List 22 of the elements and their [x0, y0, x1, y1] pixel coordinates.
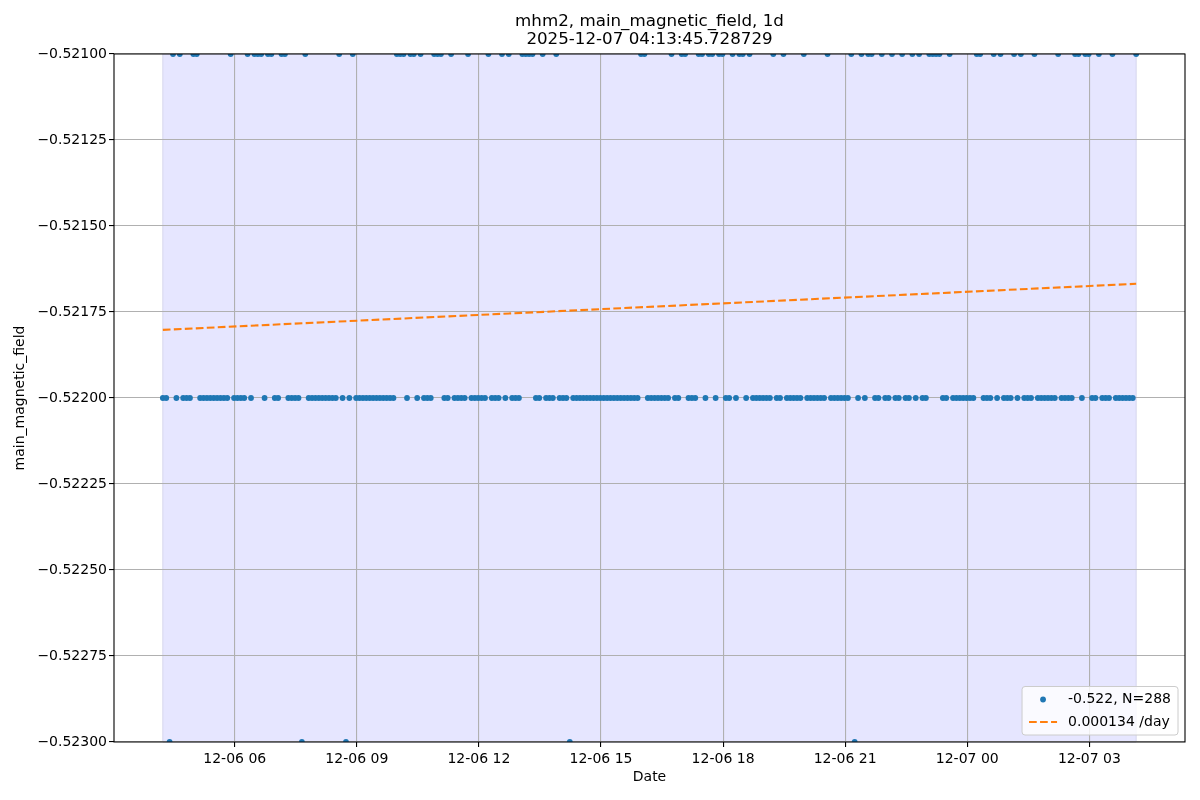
y-tick-label: −0.52175 [37, 302, 107, 319]
y-tick-label: −0.52275 [37, 646, 107, 663]
x-axis-title: Date [632, 768, 667, 785]
y-tick-label: −0.52100 [37, 44, 107, 61]
x-tick-label: 12-06 06 [203, 750, 267, 767]
x-tick-label: 12-06 09 [325, 750, 389, 767]
x-tick-label: 12-06 15 [569, 750, 633, 767]
x-tick-label: 12-07 00 [935, 750, 999, 767]
y-tick-label: −0.52250 [37, 560, 107, 577]
y-tick-label: −0.52125 [37, 130, 107, 147]
x-tick-label: 12-06 12 [447, 750, 511, 767]
legend-label: 0.000134 /day [1068, 712, 1170, 729]
y-tick-label: −0.52300 [37, 732, 107, 749]
y-axis-title: main_magnetic_field [11, 325, 28, 471]
x-tick-label: 12-07 03 [1057, 750, 1121, 767]
legend-label: -0.522, N=288 [1068, 690, 1172, 707]
y-tick-label: −0.52225 [37, 474, 107, 491]
y-tick-label: −0.52200 [37, 388, 107, 405]
y-tick-label: −0.52150 [37, 216, 107, 233]
x-tick-label: 12-06 18 [691, 750, 755, 767]
x-tick-label: 12-06 21 [813, 750, 877, 767]
chart-title: mhm2, main_magnetic_field, 1d [515, 10, 784, 32]
